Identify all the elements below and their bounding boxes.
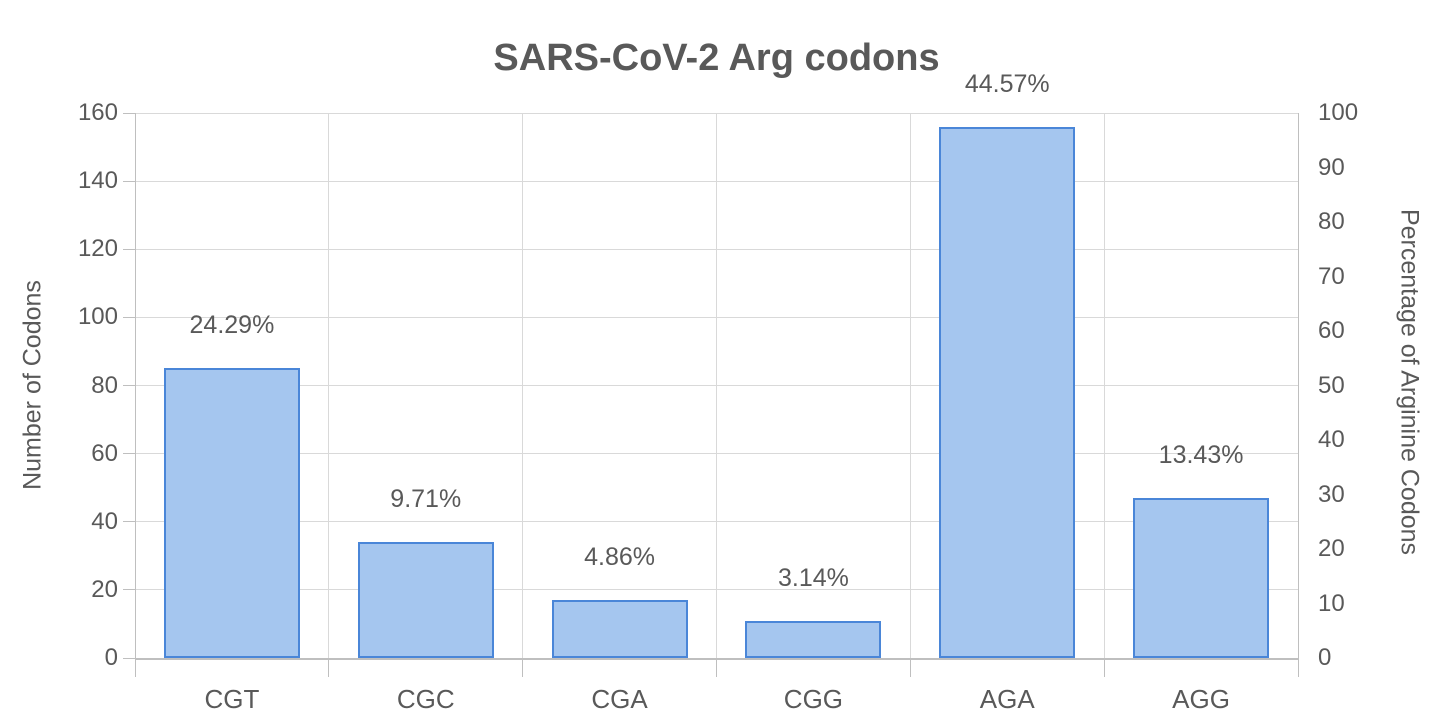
bar-value-label: 3.14% xyxy=(777,563,849,592)
right-axis-tick-label: 0 xyxy=(1318,644,1332,671)
left-axis-tick-label: 140 xyxy=(77,167,118,195)
left-axis-tick-label: 40 xyxy=(91,507,118,535)
bar-cga xyxy=(551,600,688,658)
left-axis-tick-label: 160 xyxy=(77,99,118,126)
bar-value-label: 13.43% xyxy=(1158,440,1244,469)
bottom-tick-mark xyxy=(909,658,911,677)
bar-value-label: 44.57% xyxy=(964,69,1050,98)
x-axis-tick-label: CGT xyxy=(204,684,260,714)
left-tick-mark xyxy=(123,521,135,523)
bar-cgt xyxy=(163,368,300,658)
left-tick-mark xyxy=(123,316,135,318)
right-axis-tick-label: 70 xyxy=(1318,262,1345,290)
gridline-vertical xyxy=(909,113,911,658)
bottom-tick-mark xyxy=(522,658,524,677)
left-tick-mark xyxy=(123,112,135,114)
left-axis-line xyxy=(134,113,136,677)
bar-aga xyxy=(939,126,1076,658)
gridline-vertical xyxy=(1103,113,1105,658)
right-axis-tick-label: 50 xyxy=(1318,371,1345,399)
x-axis-tick-label: AGA xyxy=(979,684,1035,714)
right-axis-tick-label: 100 xyxy=(1318,99,1359,126)
right-axis-tick-label: 30 xyxy=(1318,480,1345,508)
bar-value-label: 9.71% xyxy=(390,485,462,514)
right-axis-tick-label: 20 xyxy=(1318,535,1345,562)
bar-value-label: 4.86% xyxy=(584,543,656,572)
left-tick-mark xyxy=(123,657,135,659)
right-axis-tick-label: 10 xyxy=(1318,589,1345,617)
left-axis-tick-label: 80 xyxy=(91,371,118,399)
bottom-tick-mark xyxy=(716,658,717,677)
chart-title: SARS-CoV-2 Arg codons xyxy=(493,37,940,79)
bottom-tick-mark xyxy=(1103,658,1105,677)
bar-cgg xyxy=(745,620,882,658)
x-axis-tick-label: CGC xyxy=(396,684,455,714)
right-axis-tick-label: 90 xyxy=(1318,153,1345,181)
x-axis-tick-label: AGG xyxy=(1172,684,1230,714)
x-axis-tick-label: CGA xyxy=(591,684,648,714)
left-axis-tick-label: 120 xyxy=(77,235,118,263)
gridline-vertical xyxy=(328,113,330,658)
right-axis-tick-label: 60 xyxy=(1318,317,1345,344)
left-tick-mark xyxy=(123,589,135,591)
left-axis-tick-label: 60 xyxy=(91,439,118,467)
bar-cgc xyxy=(357,542,494,658)
left-axis-tick-label: 20 xyxy=(91,575,118,603)
left-tick-mark xyxy=(123,248,135,250)
left-tick-mark xyxy=(123,385,135,386)
bar-agg xyxy=(1133,497,1270,658)
right-axis-tick-label: 40 xyxy=(1318,426,1345,453)
bar-value-label: 24.29% xyxy=(189,311,275,340)
right-axis-line xyxy=(1297,113,1299,677)
left-tick-mark xyxy=(123,180,135,182)
left-tick-mark xyxy=(123,453,135,455)
x-axis-tick-label: CGG xyxy=(783,684,844,714)
right-axis-tick-label: 80 xyxy=(1318,208,1345,235)
bottom-tick-mark xyxy=(328,658,330,677)
left-axis-tick-label: 0 xyxy=(104,644,118,671)
left-axis-tick-label: 100 xyxy=(77,303,118,331)
gridline-vertical xyxy=(716,113,717,658)
gridline-vertical xyxy=(522,113,524,658)
